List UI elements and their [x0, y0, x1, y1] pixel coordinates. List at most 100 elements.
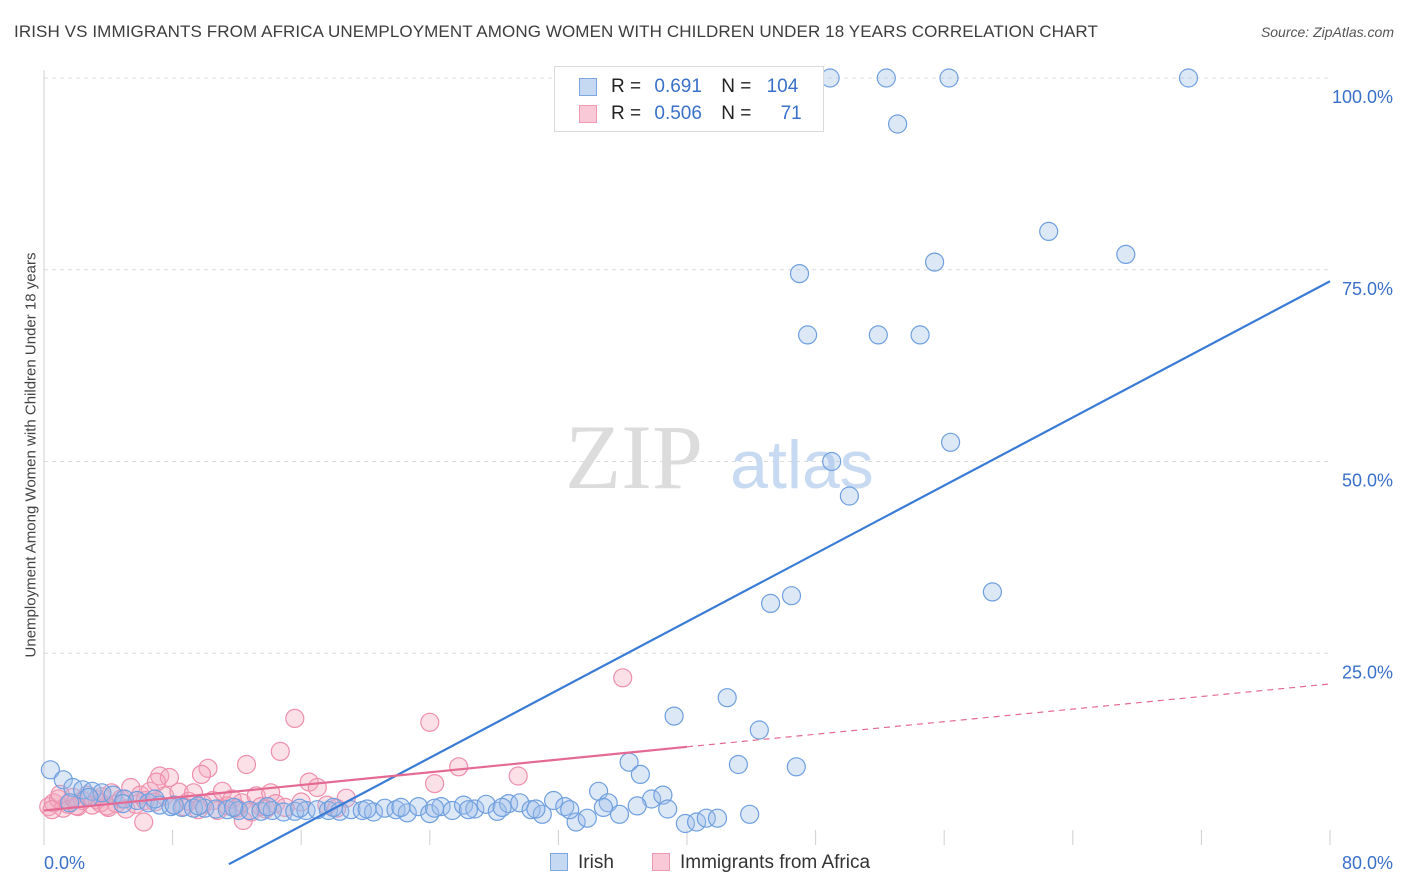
point-irish [797, 325, 818, 345]
point-irish [822, 451, 842, 472]
point-irish [627, 796, 647, 816]
point-irish [786, 757, 806, 777]
point-africa [191, 764, 212, 785]
tick-labels: 25.0% 50.0% 75.0% 100.0% 0.0% 80.0% [44, 87, 1393, 873]
point-irish [431, 796, 451, 817]
point-irish [577, 808, 597, 828]
trend-line-irish [228, 280, 1331, 866]
point-irish [609, 804, 630, 824]
legend-n-value-africa: 71 [780, 103, 802, 124]
y-tick-label: 25.0% [1342, 662, 1393, 682]
point-africa [233, 810, 253, 831]
source-label: Source: ZipAtlas.com [1260, 24, 1394, 40]
point-irish [658, 799, 678, 819]
point-irish [53, 770, 73, 790]
watermark-zip: ZIP [565, 406, 703, 508]
point-irish [1039, 221, 1059, 241]
point-irish [476, 794, 496, 814]
point-irish [630, 764, 651, 785]
point-irish [781, 586, 802, 606]
legend-n-value-irish: 104 [766, 76, 799, 97]
stats-legend: R = 0.691 N = 104 R = 0.506 N = 71 [554, 66, 824, 132]
y-tick-label: 75.0% [1342, 279, 1393, 299]
point-africa [613, 668, 633, 688]
point-africa [307, 777, 327, 798]
point-africa [270, 741, 290, 762]
legend-r-value-irish: 0.691 [654, 76, 702, 97]
point-africa [236, 754, 257, 775]
point-africa [134, 812, 154, 832]
legend-n-label: N = [721, 76, 752, 97]
point-irish [876, 68, 896, 88]
point-irish [560, 800, 580, 820]
point-irish [982, 582, 1003, 602]
point-africa [285, 708, 305, 729]
point-irish [839, 486, 860, 506]
point-irish [1116, 244, 1136, 264]
trend-line-africa [43, 745, 688, 812]
point-africa [420, 712, 440, 732]
legend-r-label: R = [611, 76, 642, 97]
point-irish [939, 68, 959, 88]
point-irish [357, 799, 377, 819]
point-irish [868, 325, 888, 345]
series-swatch-africa [652, 853, 670, 871]
point-irish [686, 812, 707, 832]
point-irish [940, 432, 961, 452]
trend-line-africa-extension [686, 683, 1331, 748]
point-africa [425, 773, 445, 794]
series-label-africa: Immigrants from Africa [680, 852, 871, 873]
watermark-atlas: atlas [730, 427, 874, 503]
legend-swatch-irish [579, 78, 597, 96]
point-irish [79, 787, 99, 808]
y-tick-label: 50.0% [1342, 471, 1393, 491]
point-irish [224, 797, 244, 818]
point-irish [164, 795, 184, 815]
point-irish [749, 720, 769, 740]
point-irish [664, 706, 684, 726]
series-legend-africa[interactable]: Immigrants from Africa [652, 852, 870, 874]
point-irish [397, 803, 417, 823]
legend-swatch-africa [579, 105, 597, 123]
point-irish [532, 804, 552, 824]
series-swatch-irish [550, 853, 568, 871]
point-irish [910, 325, 930, 345]
point-irish [728, 754, 749, 775]
point-irish [323, 797, 343, 818]
point-irish [543, 790, 564, 811]
point-irish [696, 808, 716, 828]
point-africa [449, 757, 469, 777]
point-irish [717, 688, 737, 708]
point-irish [566, 812, 586, 832]
point-irish [257, 796, 277, 817]
point-irish [386, 800, 406, 820]
point-irish [188, 796, 208, 816]
point-irish [465, 799, 485, 819]
point-africa [146, 772, 167, 792]
point-irish [924, 252, 945, 272]
point-irish [887, 114, 908, 134]
series-legend-irish[interactable]: Irish [550, 852, 614, 874]
legend-n-label: N = [721, 103, 752, 124]
point-irish [526, 799, 546, 819]
point-irish [72, 780, 93, 800]
watermark: ZIP atlas [565, 406, 874, 508]
point-irish [760, 593, 781, 614]
point-irish [40, 760, 61, 780]
point-irish [740, 804, 760, 824]
point-irish [425, 798, 445, 818]
chart-title: IRISH VS IMMIGRANTS FROM AFRICA UNEMPLOY… [14, 22, 1098, 41]
point-irish [1178, 68, 1199, 88]
point-irish [290, 798, 310, 818]
point-irish [707, 808, 728, 828]
series-label-irish: Irish [578, 852, 614, 873]
point-africa [508, 766, 528, 786]
point-irish [458, 800, 478, 820]
y-tick-label: 100.0% [1332, 87, 1393, 107]
point-irish [593, 797, 614, 818]
trend-lines [43, 280, 1331, 866]
point-irish [391, 797, 411, 818]
x-tick-label: 0.0% [44, 853, 85, 873]
point-irish [789, 264, 810, 284]
